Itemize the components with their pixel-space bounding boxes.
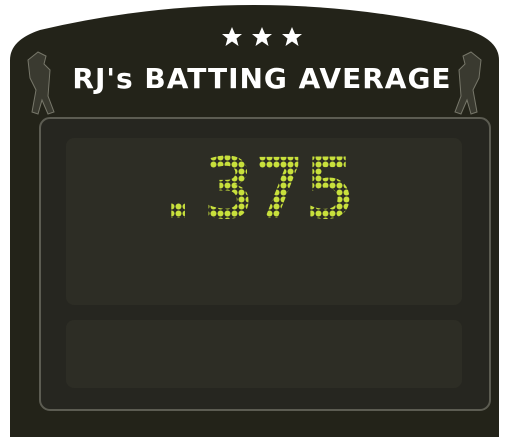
- average-display: .375: [153, 140, 355, 238]
- title: RJ's BATTING AVERAGE: [72, 62, 451, 95]
- lower-panel: [66, 320, 462, 388]
- page: RJ's BATTING AVERAGE .375 (() => { const…: [0, 0, 509, 437]
- scoreboard: RJ's BATTING AVERAGE .375: [0, 0, 509, 437]
